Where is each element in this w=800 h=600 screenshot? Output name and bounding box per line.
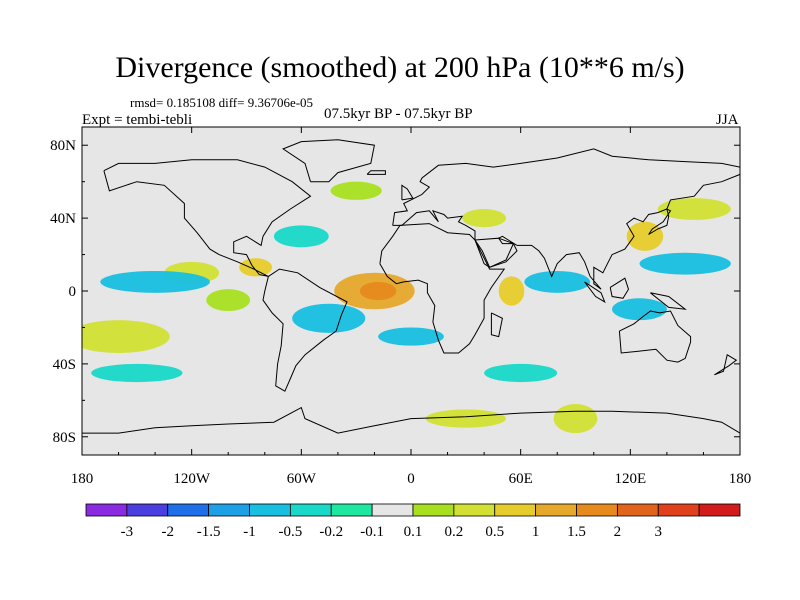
colorbar-label: -2 <box>162 524 175 540</box>
colorbar-label: 2 <box>614 524 622 540</box>
contour-southern-africa-max <box>425 409 507 428</box>
y-tick-label: 40N <box>50 211 76 227</box>
colorbar-label: 1.5 <box>567 524 586 540</box>
contour-south-pacific-max <box>82 320 170 353</box>
contour-north-atlantic-max <box>330 181 382 200</box>
colorbar-swatch <box>85 503 128 517</box>
colorbar-swatch <box>412 503 455 517</box>
coastline-greenland <box>282 139 375 183</box>
y-tick-label: 80S <box>53 430 76 446</box>
x-tick-label: 180 <box>729 471 752 487</box>
colorbar-swatch <box>371 503 414 517</box>
colorbar-swatch <box>616 503 659 517</box>
contour-tropical-atlantic-core <box>359 281 397 301</box>
colorbar-label: 3 <box>655 524 663 540</box>
x-tick-label: 180 <box>71 471 94 487</box>
contour-southern-ocean-min <box>484 363 558 383</box>
colorbar-label: 0.2 <box>445 524 464 540</box>
figure-title: Divergence (smoothed) at 200 hPa (10**6 … <box>115 51 685 84</box>
contour-north-atlantic-min <box>273 225 329 248</box>
colorbar-label: -3 <box>121 524 134 540</box>
coastline-australia <box>618 310 692 363</box>
coastline-iceland <box>366 170 386 175</box>
coastline-arabia <box>474 237 518 268</box>
x-tick-label: 0 <box>407 471 415 487</box>
contour-north-pacific-max <box>657 198 731 220</box>
colorbar-label: 0.1 <box>404 524 423 540</box>
coastline-borneo <box>609 277 630 299</box>
contour-indian-ocean-min <box>524 270 591 293</box>
coastline-new-guinea <box>650 292 687 310</box>
colorbar-swatch <box>167 503 210 517</box>
coastline-new-zealand <box>714 354 738 376</box>
contour-south-america-min <box>292 303 366 333</box>
x-tick-label: 60E <box>509 471 533 487</box>
colorbar-label: 1 <box>532 524 540 540</box>
colorbar-swatch <box>453 503 496 517</box>
contour-south-atlantic-min <box>378 327 444 346</box>
colorbar-label: -1 <box>243 524 256 540</box>
coastline-japan <box>648 208 672 235</box>
colorbar-swatch <box>657 503 700 517</box>
coastline-antarctica <box>82 406 740 434</box>
season-label: JJA <box>716 112 739 128</box>
colorbar-swatch <box>208 503 250 517</box>
contour-west-pacific-max <box>626 221 664 251</box>
colorbar-label: -0.2 <box>319 524 343 540</box>
colorbar-swatch <box>330 503 373 517</box>
coastline-eurasia <box>392 148 740 290</box>
colorbar-label: -0.1 <box>360 524 384 540</box>
coastline-south-america <box>262 268 348 392</box>
colorbar-swatch <box>249 503 291 517</box>
contour-indian-ocean-max <box>498 276 525 306</box>
colorbar-swatch <box>289 503 332 517</box>
coastline-north-america <box>103 159 312 277</box>
contour-maritime-continent-min <box>612 298 667 321</box>
contour-central-america-max <box>239 258 273 277</box>
y-tick-label: 40S <box>53 357 76 373</box>
x-tick-label: 120E <box>614 471 646 487</box>
colorbar-swatch <box>535 503 577 517</box>
y-tick-label: 80N <box>50 138 76 154</box>
colorbar-swatch <box>698 503 741 517</box>
stats-label: rmsd= 0.185108 diff= 9.36706e-05 <box>130 95 314 110</box>
coastline-madagascar <box>490 312 503 338</box>
coastline-africa <box>379 223 506 354</box>
contour-tropical-eastpac-max <box>206 289 251 312</box>
coastline-britain <box>401 184 414 201</box>
y-tick-label: 0 <box>69 284 77 300</box>
contour-tropical-pacific-min <box>100 270 210 293</box>
experiment-label: Expt = tembi-tebli <box>82 112 193 128</box>
comparison-label: 07.5kyr BP - 07.5kyr BP <box>324 106 473 122</box>
contour-southern-ocean-max <box>553 403 598 434</box>
contour-southern-pacific-min <box>91 363 183 383</box>
x-tick-label: 120W <box>173 471 211 487</box>
x-tick-label: 60W <box>287 471 317 487</box>
colorbar-swatch <box>576 503 618 517</box>
colorbar-swatch <box>494 503 537 517</box>
coastline-sumatra <box>584 281 606 304</box>
contour-north-africa-max <box>462 209 507 228</box>
colorbar-label: -1.5 <box>197 524 221 540</box>
colorbar-label: -0.5 <box>279 524 303 540</box>
colorbar-swatch <box>126 503 169 517</box>
colorbar-label: 0.5 <box>485 524 504 540</box>
contour-west-pacific-min <box>639 252 731 275</box>
